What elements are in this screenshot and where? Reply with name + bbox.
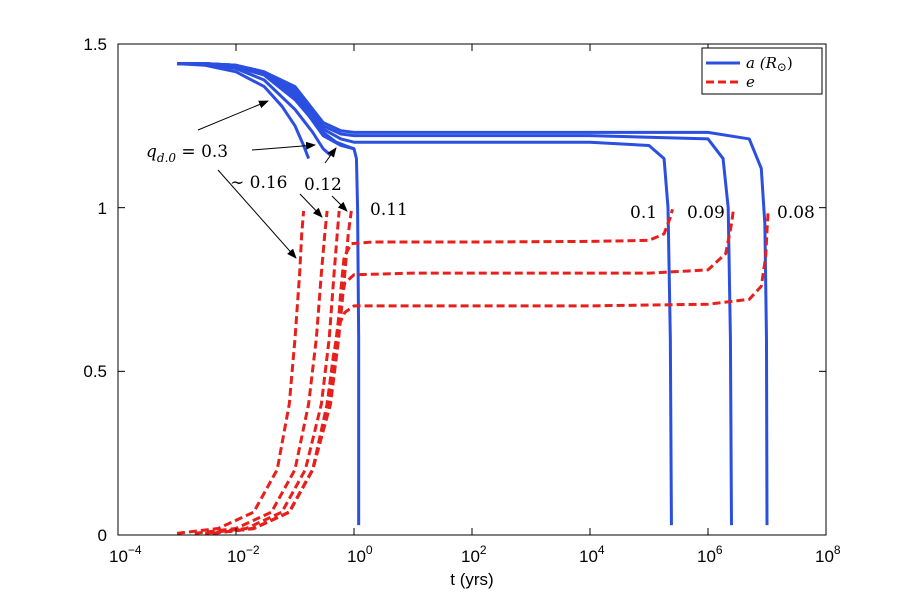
x-tick-label: 108 bbox=[815, 543, 841, 566]
series-e-line-12 bbox=[212, 209, 735, 535]
arrow bbox=[217, 169, 297, 259]
annotation-q-0-3: qd.0 = 0.3 bbox=[146, 142, 228, 165]
annotation-q-0-12: 0.12 bbox=[304, 175, 342, 195]
legend-label-e: e bbox=[746, 73, 755, 91]
y-tick-label: 0.5 bbox=[83, 362, 107, 381]
annotation-arrows bbox=[197, 100, 348, 259]
x-axis-label: t (yrs) bbox=[450, 570, 493, 589]
x-tick-label: 106 bbox=[697, 543, 723, 566]
data-curves bbox=[176, 62, 770, 535]
arrow bbox=[299, 193, 323, 218]
y-tick-label: 1.5 bbox=[83, 35, 107, 54]
arrow bbox=[331, 195, 348, 212]
x-tick-label: 102 bbox=[461, 543, 487, 566]
y-tick-label: 0 bbox=[98, 526, 107, 545]
series-e-line-7 bbox=[176, 210, 306, 535]
series-e-line-9 bbox=[204, 210, 341, 535]
y-tick-labels: 0 0.5 1 1.5 bbox=[83, 35, 107, 545]
legend-box bbox=[701, 47, 823, 95]
annotations: qd.0 = 0.3 ∼ 0.16 0.12 0.11 0.1 0.09 0.0… bbox=[146, 142, 815, 223]
series-e-line-11 bbox=[212, 208, 674, 535]
series-e-line-8 bbox=[194, 210, 329, 535]
annotation-q-0-16: ∼ 0.16 bbox=[230, 173, 288, 193]
x-tick-label: 100 bbox=[347, 543, 373, 566]
annotation-q-0-11: 0.11 bbox=[370, 200, 408, 220]
series-a-line-6 bbox=[177, 62, 769, 526]
arrow bbox=[324, 147, 337, 164]
legend: a (R⊙) e bbox=[701, 47, 823, 95]
annotation-q-0-09: 0.09 bbox=[687, 203, 725, 223]
axis-ticks bbox=[117, 43, 827, 536]
x-tick-label: 10−4 bbox=[109, 543, 142, 566]
series-e-line-13 bbox=[212, 209, 770, 535]
x-tick-labels: 10−4 10−2 100 102 104 106 108 bbox=[109, 543, 841, 566]
x-tick-label: 104 bbox=[579, 543, 605, 566]
arrow bbox=[197, 100, 269, 131]
x-tick-label: 10−2 bbox=[227, 543, 260, 566]
annotation-q-0-08: 0.08 bbox=[777, 203, 815, 223]
arrow bbox=[251, 141, 316, 151]
annotation-q-0-1: 0.1 bbox=[630, 203, 657, 223]
y-tick-label: 1 bbox=[98, 199, 107, 218]
legend-label-a: a (R⊙) bbox=[746, 54, 793, 74]
